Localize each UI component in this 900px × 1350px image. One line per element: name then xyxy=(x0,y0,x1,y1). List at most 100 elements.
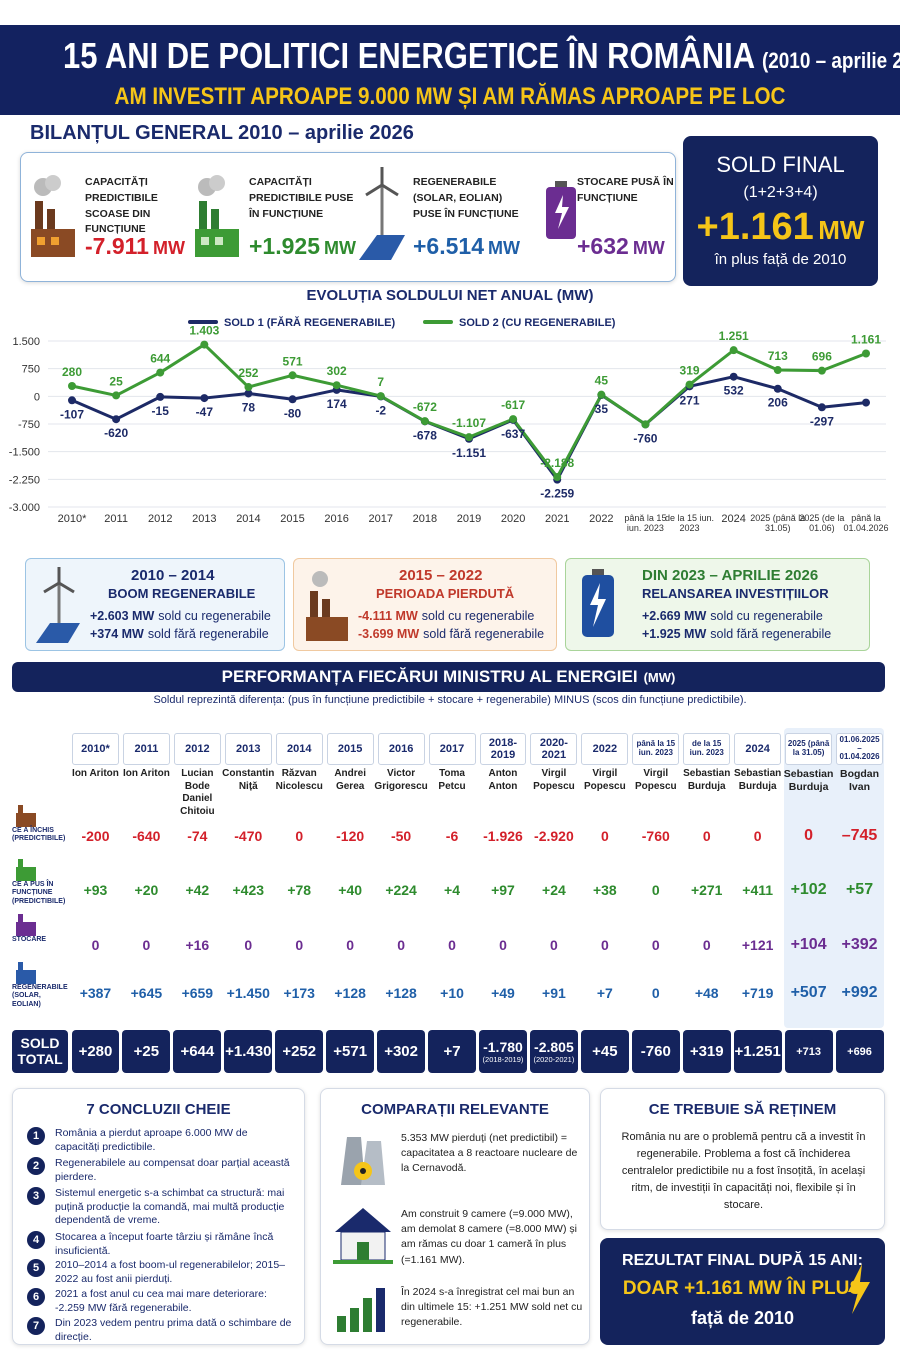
total-cell: -2.805 (2020-2021) xyxy=(529,1030,578,1073)
minister-name: Andrei Gerea xyxy=(334,768,366,792)
period-text: sold cu regenerabile xyxy=(421,609,535,623)
x-tick-label: 2012 xyxy=(147,513,173,525)
icon-part xyxy=(36,623,80,643)
minister-name: Ion Ariton xyxy=(122,768,170,779)
table-value: +102 xyxy=(790,881,827,898)
period-icon xyxy=(306,571,348,641)
minister-name: Răzvan Nicolescu xyxy=(275,768,323,792)
table-value: +24 xyxy=(542,882,566,898)
period-text: sold fără regenerabile xyxy=(710,627,832,641)
data-point xyxy=(420,417,429,426)
period-header: 2013 xyxy=(224,733,272,765)
x-tick-label: 2025 (până la 31.05) xyxy=(750,513,806,534)
conclusion-number: 7 xyxy=(27,1317,45,1335)
data-point xyxy=(244,383,253,392)
final-formula: (1+2+3+4) xyxy=(743,184,818,201)
data-point xyxy=(200,394,209,403)
period-value: +1.925 MW xyxy=(642,627,707,641)
data-label: 280 xyxy=(62,365,82,379)
period-header: 2016 xyxy=(377,733,425,765)
comparisons-box: COMPARAȚII RELEVANTE 5.353 MW pierduți (… xyxy=(320,1088,590,1345)
data-label: 35 xyxy=(595,402,609,416)
x-tick-box: până la 01.04.2026 xyxy=(843,513,888,533)
summary-item: REGENERABILE (SOLAR, EOLIAN) PUSE ÎN FUN… xyxy=(357,153,521,283)
x-tick-label: 2021 xyxy=(544,513,570,525)
comparisons-title: COMPARAȚII RELEVANTE xyxy=(361,1101,549,1118)
table-value: -640 xyxy=(132,828,161,844)
data-point xyxy=(817,366,826,375)
table-value: 0 xyxy=(295,828,304,844)
total-value: +713 xyxy=(796,1045,821,1058)
x-tick-box: 2010* xyxy=(58,513,87,525)
table-value: +91 xyxy=(542,985,566,1001)
conclusion-text: Regenerabilele au compensat doar parțial… xyxy=(55,1157,290,1183)
bolt-icon xyxy=(848,1264,870,1314)
table-value: -2.920 xyxy=(534,828,574,844)
period-text: sold cu regenerabile xyxy=(710,609,823,623)
data-point xyxy=(68,382,76,391)
data-label: 302 xyxy=(327,364,347,378)
total-cell: +252 xyxy=(275,1030,324,1073)
table-value: 0 xyxy=(651,937,660,953)
conclusion-number: 2 xyxy=(27,1157,45,1175)
total-value: +7 xyxy=(443,1043,461,1060)
data-point xyxy=(509,415,518,424)
data-point xyxy=(112,415,121,424)
total-value: -2.805 xyxy=(534,1039,574,1055)
data-label: 571 xyxy=(283,354,303,368)
table-value: 0 xyxy=(499,937,507,953)
data-point xyxy=(597,390,606,399)
final-unit: MW xyxy=(818,215,865,245)
summary-value-row: +1.925 MW xyxy=(249,233,356,260)
chart-title: EVOLUȚIA SOLDULUI NET ANUAL (MW) xyxy=(307,288,594,304)
total-value: +302 xyxy=(384,1043,418,1060)
period-header: 2018-2019 xyxy=(479,733,527,765)
period-header: 2017 xyxy=(428,733,476,765)
period-years: DIN 2023 – APRILIE 2026 xyxy=(642,567,819,584)
row-icon xyxy=(16,962,36,984)
period-header: până la 15 iun. 2023 xyxy=(632,733,680,765)
performance-unit: (MW) xyxy=(643,670,676,685)
table-value: +392 xyxy=(841,936,878,953)
minister-name: Anton Anton xyxy=(488,768,518,792)
x-tick-box: 2017 xyxy=(369,513,393,525)
subtitle: AM INVESTIT APROAPE 9.000 MW ȘI AM RĂMAS… xyxy=(114,83,786,110)
table-value: 0 xyxy=(651,985,660,1001)
table-value: -74 xyxy=(187,828,208,844)
table-value: +57 xyxy=(845,881,874,898)
renewables-icon xyxy=(359,167,405,260)
icon-part xyxy=(18,914,23,924)
x-tick-label: 2011 xyxy=(104,513,128,525)
table-value: +97 xyxy=(491,882,515,898)
x-tick-box: 2025 (până la 31.05) xyxy=(750,513,806,534)
period-text: sold fără regenerabile xyxy=(147,627,269,641)
table-value: 0 xyxy=(702,828,711,844)
row-icon xyxy=(16,805,36,827)
summary-unit: MW xyxy=(632,238,665,258)
performance-header: PERFORMANȚA FIECĂRUI MINISTRU AL ENERGIE… xyxy=(12,662,885,692)
period-years: 2010 – 2014 xyxy=(131,567,215,584)
total-cell: -1.780 (2018-2019) xyxy=(479,1030,527,1073)
x-tick-box: 2014 xyxy=(236,513,260,525)
total-value: +1.251 xyxy=(734,1043,781,1060)
performance-note: Soldul reprezintă diferența: (pus în fun… xyxy=(153,694,747,706)
summary-value: +632 xyxy=(577,233,629,259)
comparison-text: Am construit 9 camere (=9.000 MW), am de… xyxy=(401,1208,577,1266)
period-title: RELANSAREA INVESTIȚIILOR xyxy=(642,586,829,601)
summary-title: BILANȚUL GENERAL 2010 – aprilie 2026 xyxy=(30,122,414,144)
header-title-line: 15 ANI DE POLITICI ENERGETICE ÎN ROMÂNIA… xyxy=(63,35,900,77)
remember-text: România nu are o problemă pentru că a in… xyxy=(621,1131,866,1212)
minister-name: Victor Grigorescu xyxy=(374,768,428,792)
table-value: -1.926 xyxy=(483,828,523,844)
data-label: -2.188 xyxy=(540,456,574,470)
data-point xyxy=(465,433,473,442)
x-tick-box: 2019 xyxy=(457,513,481,525)
total-value: +280 xyxy=(78,1043,113,1060)
data-label: 713 xyxy=(768,349,788,363)
conclusion: 3 Sistemul energetic s-a schimbat ca stru… xyxy=(27,1187,292,1228)
data-label: -107 xyxy=(60,407,84,421)
total-cell: +280 xyxy=(71,1030,120,1073)
table-value: +16 xyxy=(185,937,210,953)
final-value-row: +1.161 MW xyxy=(683,206,878,249)
table-value: +121 xyxy=(741,937,774,953)
